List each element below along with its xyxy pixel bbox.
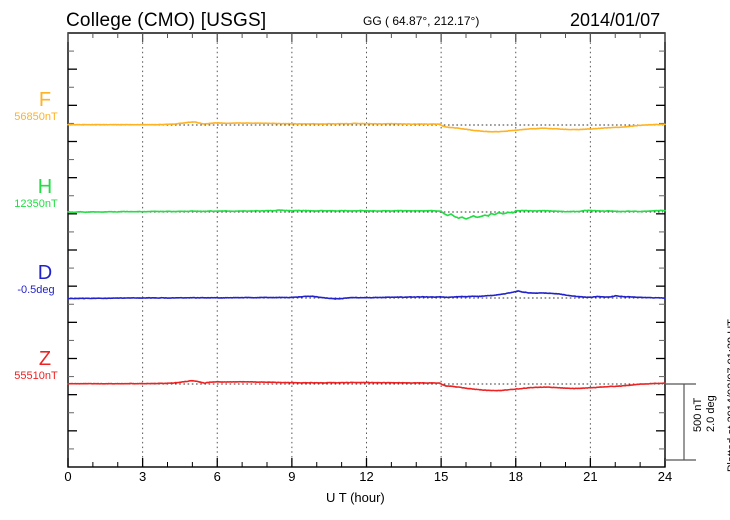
trace-d	[67, 290, 666, 300]
component-letter-d: D	[37, 262, 53, 284]
x-tick-label-3: 3	[139, 469, 147, 484]
component-value-d: -0.5deg	[17, 284, 55, 296]
trace-h	[67, 209, 666, 220]
plotted-at-timestamp: Plotted at 2014/02/07 01:29 UT	[726, 319, 730, 472]
x-tick-label-15: 15	[433, 469, 449, 484]
scalebar-deg-label: 2.0 deg	[705, 395, 717, 432]
x-tick-label-12: 12	[359, 469, 374, 484]
x-tick-label-24: 24	[657, 469, 673, 484]
x-tick-label-6: 6	[213, 469, 221, 484]
plot-date: 2014/01/07	[570, 10, 661, 30]
x-axis-label: U T (hour)	[326, 490, 385, 505]
component-value-z: 55510nT	[14, 370, 58, 382]
x-tick-label-9: 9	[288, 469, 296, 484]
geographic-coordinates: GG ( 64.87°, 212.17°)	[363, 14, 480, 28]
scalebar-nt-label: 500 nT	[692, 397, 704, 432]
x-tick-label-21: 21	[583, 469, 598, 484]
trace-f	[67, 121, 666, 133]
component-value-f: 56850nT	[14, 111, 58, 123]
component-letter-h: H	[37, 176, 53, 198]
component-letter-z: Z	[38, 348, 52, 370]
component-letter-f: F	[38, 89, 52, 111]
trace-z	[67, 379, 666, 392]
component-value-h: 12350nT	[14, 198, 58, 210]
page-title: College (CMO) [USGS]	[66, 10, 267, 31]
x-tick-label-0: 0	[64, 469, 72, 484]
x-tick-label-18: 18	[508, 469, 523, 484]
